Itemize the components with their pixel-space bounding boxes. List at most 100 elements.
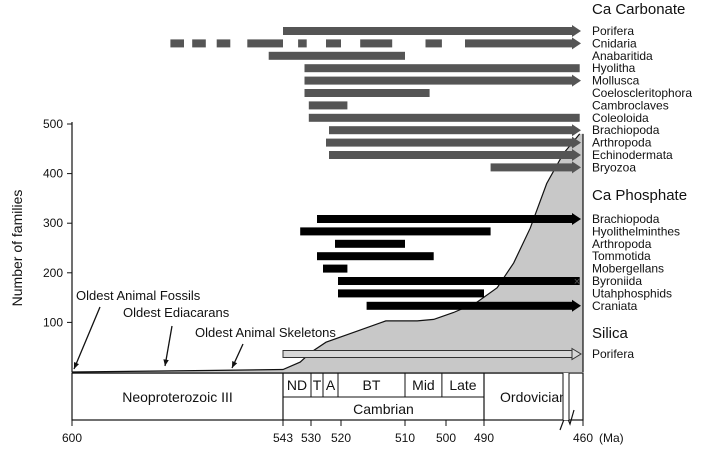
stage-label: Mid	[412, 377, 435, 393]
range-bar	[329, 126, 572, 135]
taxon-label: Brachiopoda	[592, 212, 660, 226]
range-bar	[247, 39, 283, 48]
range-bar	[465, 39, 572, 48]
stage-label: T	[313, 377, 322, 393]
annotation-arrowhead	[74, 362, 79, 369]
y-tick-label: 200	[43, 266, 63, 280]
taxon-label: Arthropoda	[592, 136, 652, 150]
annotation-arrow	[164, 325, 173, 367]
x-tick-label: 500	[436, 431, 456, 445]
range-bar	[192, 39, 206, 48]
range-bar	[317, 252, 434, 261]
range-bar-arrowhead	[572, 37, 581, 50]
range-bar	[304, 89, 430, 97]
y-axis-label: Number of families	[9, 190, 25, 307]
range-bar	[268, 51, 405, 60]
range-bar	[326, 138, 572, 147]
range-bar-arrowhead	[572, 161, 581, 174]
range-bar-arrowhead	[572, 136, 581, 149]
annotation-arrowhead	[232, 361, 238, 368]
range-bar	[490, 163, 572, 172]
taxon-label: Echinodermata	[592, 148, 673, 162]
range-bar-arrowhead	[572, 299, 581, 312]
range-bar	[300, 227, 491, 236]
taxon-label: Bryozoa	[592, 160, 636, 174]
x-tick-label: 600	[62, 431, 82, 445]
annotation-label: Oldest Ediacarans	[123, 305, 230, 320]
range-bar-arrowhead	[572, 74, 581, 87]
range-bar	[308, 113, 580, 122]
y-tick-label: 300	[43, 216, 63, 230]
range-bar-arrowhead	[572, 25, 581, 37]
taxon-label: Utahphosphids	[592, 286, 672, 300]
x-tick-label: 490	[474, 431, 494, 445]
range-bar	[323, 264, 348, 273]
group-header: Ca Phosphate	[592, 187, 687, 204]
range-bar	[304, 76, 572, 85]
taxon-label: Hyolitha	[592, 61, 636, 75]
range-bar	[329, 151, 572, 159]
range-bar	[338, 277, 580, 285]
period-label: Ordovician	[500, 389, 567, 405]
taxon-label: Cnidaria	[592, 36, 637, 50]
taxon-label: Byroniida	[592, 274, 642, 288]
period-label: Cambrian	[353, 401, 414, 417]
range-bar	[283, 27, 572, 35]
x-tick-label: 520	[331, 431, 351, 445]
x-axis-label: (Ma)	[599, 431, 624, 445]
annotation-label: Oldest Animal Skeletons	[195, 325, 336, 340]
taxon-label: Coleoloida	[592, 111, 649, 125]
range-bar-arrowhead	[572, 149, 581, 161]
annotation-arrow	[73, 306, 101, 370]
taxon-label: Porifera	[592, 24, 634, 38]
extinction-mark: ×	[574, 276, 580, 288]
x-tick-label: 460	[573, 431, 593, 445]
y-tick-label: 100	[43, 315, 63, 329]
taxon-label: Tommotida	[592, 249, 651, 263]
annotation-label: Oldest Animal Fossils	[76, 288, 201, 303]
range-bar	[216, 39, 231, 48]
taxon-label: Arthropoda	[592, 237, 652, 251]
range-bar	[326, 39, 341, 48]
range-bar	[335, 239, 405, 248]
extinction-mark: ×	[574, 63, 580, 75]
taxon-label: Cambroclaves	[592, 98, 669, 112]
stage-label: BT	[363, 377, 381, 393]
y-tick-label: 400	[43, 167, 63, 181]
range-bar	[360, 39, 393, 48]
group-header: Silica	[592, 325, 629, 342]
taxon-label: Brachiopoda	[592, 123, 660, 137]
range-bar	[298, 39, 307, 48]
taxon-label: Hyolithelminthes	[592, 224, 680, 238]
y-tick-label: 500	[43, 117, 63, 131]
range-bar	[366, 301, 572, 310]
extinction-mark: ×	[574, 113, 580, 125]
range-bar	[170, 39, 184, 48]
range-bar	[317, 215, 572, 223]
stage-label: ND	[287, 377, 307, 393]
stage-label: Late	[449, 377, 476, 393]
x-tick-label: 510	[395, 431, 415, 445]
range-bar	[338, 289, 484, 298]
taxon-label: Coeloscleritophora	[592, 86, 692, 100]
taxon-label: Anabaritida	[592, 49, 653, 63]
period-label: Neoproterozoic III	[122, 389, 233, 405]
axis-break-gap	[563, 373, 569, 420]
range-bar	[425, 39, 442, 48]
taxon-label: Mollusca	[592, 74, 640, 88]
group-header: Ca Carbonate	[592, 1, 685, 18]
taxon-label: Porifera	[592, 347, 634, 361]
taxon-label: Mobergellans	[592, 262, 664, 276]
x-tick-label: 543	[273, 431, 293, 445]
range-bar-arrowhead	[572, 213, 581, 225]
range-bar	[282, 350, 573, 358]
range-bar	[304, 64, 580, 73]
taxon-label: Craniata	[592, 299, 638, 313]
annotation-arrowhead	[163, 359, 169, 366]
stage-label: A	[326, 377, 336, 393]
diversity-area	[72, 133, 583, 372]
range-bar-arrowhead	[571, 347, 582, 361]
range-bar-arrowhead	[572, 124, 581, 137]
x-tick-label: 530	[301, 431, 321, 445]
